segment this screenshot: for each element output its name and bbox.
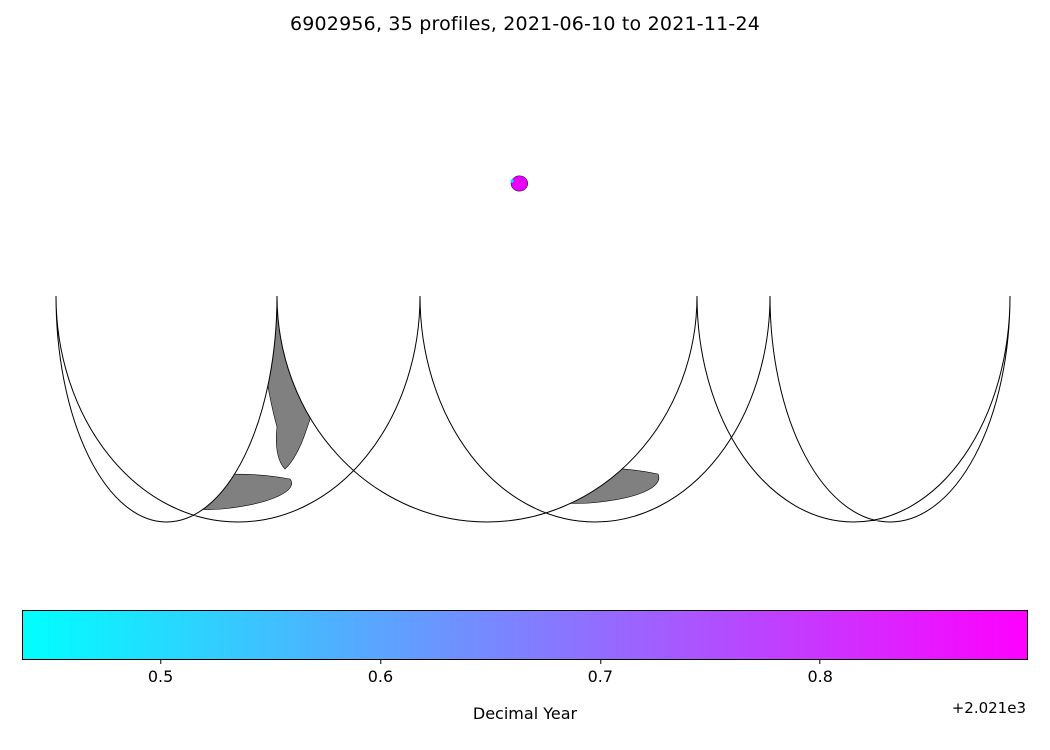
colorbar-tick-label: 0.6 (367, 667, 394, 686)
indonesia (794, 300, 901, 330)
ireland (465, 153, 473, 161)
antarctica-east (829, 459, 944, 492)
colorbar (22, 610, 1028, 660)
greenland (336, 95, 418, 170)
colorbar-axis-label: Decimal Year (472, 704, 578, 723)
tasmania (897, 410, 907, 420)
figure-title: 6902956, 35 profiles, 2021-06-10 to 2021… (289, 13, 761, 35)
north-america (75, 296, 269, 300)
new-zealand (947, 382, 967, 420)
colorbar-tick: 0.5 (148, 660, 173, 686)
projection-ocean (56, 296, 1010, 522)
iceland (445, 126, 459, 135)
colorbar-tick-row: 0.5 0.6 0.7 0.8 (23, 660, 1027, 692)
float-trajectory-marker (510, 175, 528, 192)
arctic-russia-islands (796, 84, 820, 90)
australia (831, 335, 932, 406)
arabia (601, 215, 649, 265)
projection-outline (55, 295, 1011, 523)
italy (529, 181, 545, 208)
trajectory-start-point (510, 179, 514, 183)
caribbean-islands (297, 230, 356, 260)
colorbar-tick: 0.7 (588, 660, 613, 686)
colorbar-offset-text: +2.021e3 (951, 699, 1026, 717)
europe-mainland (466, 151, 549, 192)
tick-mark (819, 660, 821, 664)
pacific-islands (68, 238, 81, 246)
great-britain (476, 144, 489, 163)
tick-mark (379, 660, 381, 664)
colorbar-tick-label: 0.8 (807, 667, 833, 686)
alaska (80, 141, 109, 162)
sri-lanka (809, 299, 815, 305)
tick-mark (599, 660, 601, 664)
asia-mainland (699, 92, 942, 268)
scandinavia (502, 89, 545, 144)
colorbar-tick-label: 0.5 (147, 667, 174, 686)
philippines (863, 267, 875, 293)
colorbar-tick-label: 0.7 (587, 667, 614, 686)
anatolia (557, 188, 603, 204)
africa (455, 296, 638, 397)
canadian-arctic-islands (144, 93, 199, 115)
svalbard (539, 78, 552, 85)
colorbar-tick: 0.8 (807, 660, 833, 686)
world-map (55, 78, 1011, 523)
madagascar (620, 338, 638, 376)
colorbar-tick: 0.6 (368, 660, 393, 686)
japan (940, 154, 957, 194)
tick-mark (160, 660, 162, 664)
land-masses (68, 78, 967, 510)
balkans-greece (546, 175, 562, 198)
indochina-malay (819, 296, 847, 312)
india (775, 296, 813, 298)
iberia (468, 178, 502, 204)
